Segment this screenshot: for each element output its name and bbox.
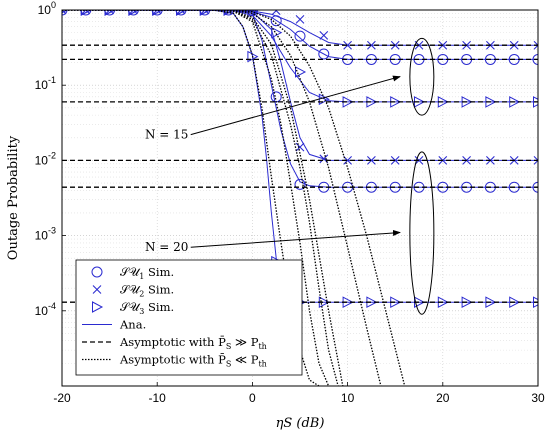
plot-frame (61, 9, 539, 387)
x-marker-stroke (152, 10, 158, 15)
x-axis-label: ηS (dB) (276, 416, 325, 431)
x-marker (319, 30, 329, 40)
x-marker (295, 15, 305, 24)
annotation-label-1: N = 20 (145, 240, 188, 254)
y-tick-label: 100 (38, 0, 56, 17)
y-axis-label: Outage Probability (6, 135, 21, 260)
x-marker-stroke (129, 10, 135, 15)
triangle-marker (80, 10, 92, 16)
x-marker-stroke (105, 10, 111, 15)
x-marker (295, 142, 305, 152)
y-tick-label: 10-4 (35, 301, 56, 318)
annotation-layer: N = 15 N = 20 (145, 37, 435, 315)
circle-marker (127, 10, 139, 16)
annotation-ellipse-1 (409, 151, 435, 315)
legend-entry-1: 𝒮𝒰2 Sim. (120, 283, 174, 299)
circle-marker (294, 30, 306, 42)
annotation-ellipse-0 (409, 37, 435, 116)
circle-marker (175, 10, 187, 16)
triangle-marker (152, 10, 164, 16)
triangle-marker (176, 10, 188, 16)
triangle-marker (271, 26, 283, 39)
x-marker (105, 10, 114, 15)
x-marker-stroke (533, 156, 538, 162)
x-marker (81, 10, 91, 15)
x-marker-stroke (295, 15, 305, 24)
x-marker (533, 156, 538, 165)
x-marker (176, 10, 186, 15)
y-tick-label: 10-1 (35, 75, 56, 92)
x-marker-stroke (108, 10, 114, 15)
x-marker-stroke (319, 30, 329, 40)
x-marker (92, 285, 102, 294)
annotation-arrow-0 (190, 75, 401, 136)
x-marker-stroke (204, 10, 210, 15)
triangle-marker (295, 66, 307, 78)
legend-entry-2: 𝒮𝒰3 Sim. (120, 300, 174, 316)
triangle-marker (128, 10, 140, 16)
legend-entry-0: 𝒮𝒰1 Sim. (120, 265, 174, 281)
annotation-arrow-1 (190, 229, 401, 248)
x-marker-stroke (62, 10, 67, 15)
x-marker-stroke (92, 285, 102, 294)
triangle-marker (92, 301, 104, 313)
x-marker-stroke (132, 10, 138, 15)
legend-entry-3: Ana. (119, 318, 146, 332)
x-marker-stroke (533, 40, 538, 47)
x-marker-stroke (295, 142, 305, 152)
x-marker-stroke (176, 10, 182, 15)
legend-entry-5: Asymptotic with P̄S ≪ Pth (119, 353, 267, 369)
x-marker (62, 10, 67, 15)
series-20-line (62, 10, 344, 386)
circle-marker (223, 10, 235, 16)
x-tick-label: 10 (341, 391, 355, 405)
x-tick-label: 20 (436, 391, 450, 405)
circle-marker (91, 266, 103, 278)
x-marker-stroke (533, 44, 538, 50)
legend-entry-4: Asymptotic with P̄S ≫ Pth (119, 335, 267, 351)
x-tick-label: 30 (531, 391, 545, 405)
legend-box (75, 259, 303, 376)
triangle-marker (199, 10, 211, 16)
x-marker-stroke (156, 10, 162, 15)
x-marker-stroke (533, 159, 538, 165)
x-marker (152, 10, 162, 15)
x-marker (533, 40, 538, 50)
x-marker-stroke (180, 10, 186, 15)
circle-marker (318, 48, 330, 60)
x-marker (271, 10, 281, 16)
x-marker (129, 10, 138, 15)
x-tick-label: -10 (149, 391, 167, 405)
series-22-line (62, 10, 330, 386)
series-8-line (62, 10, 538, 103)
triangle-marker (104, 10, 116, 16)
x-marker-stroke (85, 10, 91, 15)
x-tick-label: 0 (249, 391, 256, 405)
x-marker-stroke (81, 10, 87, 15)
y-tick-label: 10-2 (35, 150, 56, 167)
y-tick-label: 10-3 (35, 226, 56, 243)
circle-marker (199, 10, 211, 16)
x-marker-stroke (271, 10, 278, 16)
tick-layer: -20 -10 0 10 20 30 100 10-1 10-2 10-3 10-4 (35, 0, 545, 405)
circle-marker (104, 10, 116, 16)
x-marker-stroke (200, 10, 206, 15)
circle-marker (80, 10, 92, 16)
annotation-label-0: N = 15 (145, 128, 188, 142)
grid-layer (61, 10, 539, 387)
x-marker (200, 10, 210, 15)
circle-marker (151, 10, 163, 16)
legend: 𝒮𝒰1 Sim. 𝒮𝒰2 Sim.𝒮𝒰3 Sim. Ana. Asymptotic w… (75, 259, 303, 376)
x-tick-label: -20 (53, 391, 71, 405)
